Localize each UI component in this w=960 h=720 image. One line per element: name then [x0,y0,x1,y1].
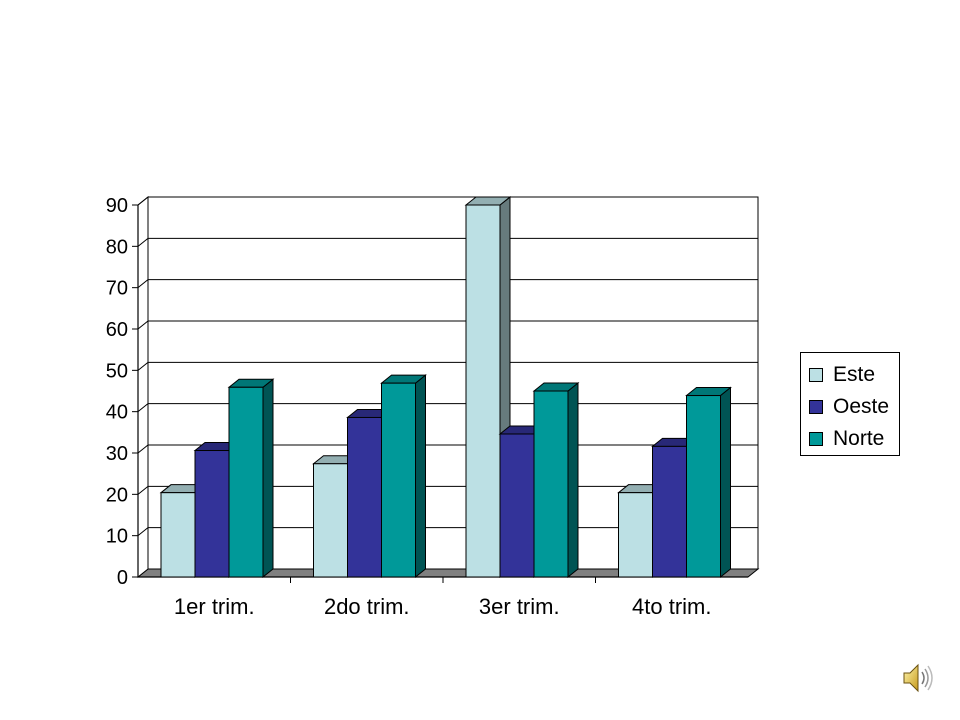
y-tick-label: 80 [106,236,128,258]
bar-side [415,374,426,579]
y-tick-label: 90 [106,195,128,217]
legend-swatch-norte [809,432,823,446]
bar-front [160,492,196,578]
bar-front [618,492,653,578]
legend-item-norte: Norte [809,423,899,455]
bar-front [652,445,687,578]
bar-norte-4 [685,386,732,579]
x-category-label: 3er trim. [479,594,560,619]
legend-item-oeste: Oeste [809,391,899,423]
bar-front [381,382,416,578]
legend-swatch-este [809,368,823,382]
legend-label-oeste: Oeste [833,395,890,418]
y-tick-label: 70 [106,278,128,300]
y-tick-label: 20 [106,484,128,506]
speaker-icon[interactable] [898,660,938,696]
bar-front [313,463,348,578]
gridline [137,361,758,371]
bar-front [499,433,535,578]
bars [159,195,732,579]
bar-front [347,416,382,578]
bar-front [686,395,721,578]
y-tick-label: 10 [106,526,128,548]
bar-side [567,381,579,579]
y-tick-label: 30 [106,443,128,465]
gridline [137,237,758,247]
legend-label-norte: Norte [833,427,885,450]
legend-item-este: Este [809,359,899,391]
bar-front [228,386,264,578]
legend-label-este: Este [833,363,876,386]
x-category-labels: 1er trim. 2do trim. 3er trim. 4to trim. [174,594,712,619]
gridline [137,196,758,206]
x-category-label: 1er trim. [174,594,255,619]
gridline [137,320,758,330]
bar-norte-2 [380,374,427,579]
bar-front [465,204,501,578]
bar-side [720,386,731,579]
legend: Este Oeste Norte [800,352,900,456]
bar-front [533,390,569,578]
y-tick-label: 60 [106,319,128,341]
y-tick-labels: 0 10 20 30 40 50 60 70 80 90 [106,195,128,589]
y-tick-label: 40 [106,402,128,424]
y-tick-label: 0 [117,567,128,589]
bar-norte-1 [227,378,275,579]
bar-norte-3 [532,381,580,579]
x-category-label: 2do trim. [324,594,410,619]
y-tick-label: 50 [106,360,128,382]
bar-front [194,450,230,578]
gridline [137,279,758,289]
side-wall [137,195,149,579]
x-category-label: 4to trim. [632,594,711,619]
legend-swatch-oeste [809,400,823,414]
bar-side [262,378,274,579]
